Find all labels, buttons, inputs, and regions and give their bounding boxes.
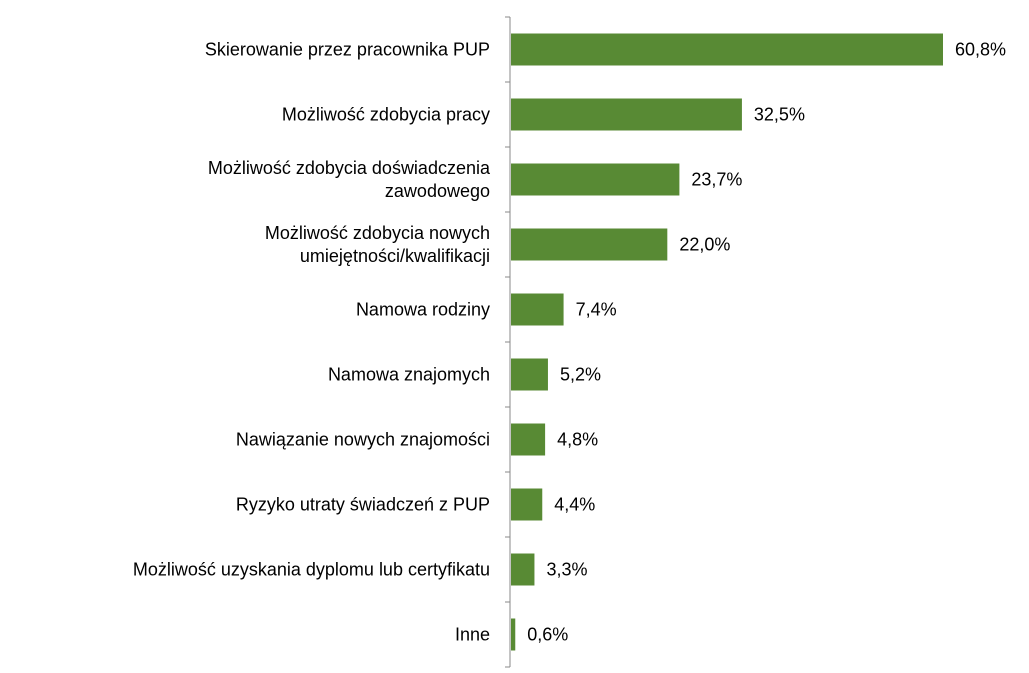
bar — [511, 618, 516, 651]
category-label: Ryzyko utraty świadczeń z PUP — [235, 494, 490, 514]
value-label: 0,6% — [527, 624, 568, 644]
bar — [511, 163, 680, 196]
bar — [511, 488, 543, 521]
category-label: Namowa rodziny — [355, 299, 490, 319]
value-label: 4,8% — [557, 429, 598, 449]
value-label: 32,5% — [754, 104, 805, 124]
category-label: Inne — [454, 624, 490, 644]
bar — [511, 358, 548, 391]
bar — [511, 423, 546, 456]
value-label: 23,7% — [691, 169, 742, 189]
category-label: Możliwość uzyskania dyplomu lub certyfik… — [132, 559, 490, 579]
value-label: 60,8% — [955, 39, 1006, 59]
bar — [511, 228, 668, 261]
value-label: 5,2% — [560, 364, 601, 384]
category-label: Namowa znajomych — [327, 364, 490, 384]
category-label: Możliwość zdobycia pracy — [281, 104, 490, 124]
value-label: 22,0% — [679, 234, 730, 254]
value-label: 7,4% — [576, 299, 617, 319]
bar — [511, 33, 943, 66]
category-label: Możliwość zdobycia doświadczenia zawodow… — [207, 157, 490, 201]
value-label: 4,4% — [554, 494, 595, 514]
category-label: Skierowanie przez pracownika PUP — [204, 39, 490, 59]
bar — [511, 98, 742, 131]
category-label: Nawiązanie nowych znajomości — [235, 429, 490, 449]
value-label: 3,3% — [546, 559, 587, 579]
bar — [511, 293, 564, 326]
category-label: Możliwość zdobycia nowych umiejętności/k… — [264, 222, 490, 266]
bar — [511, 553, 535, 586]
